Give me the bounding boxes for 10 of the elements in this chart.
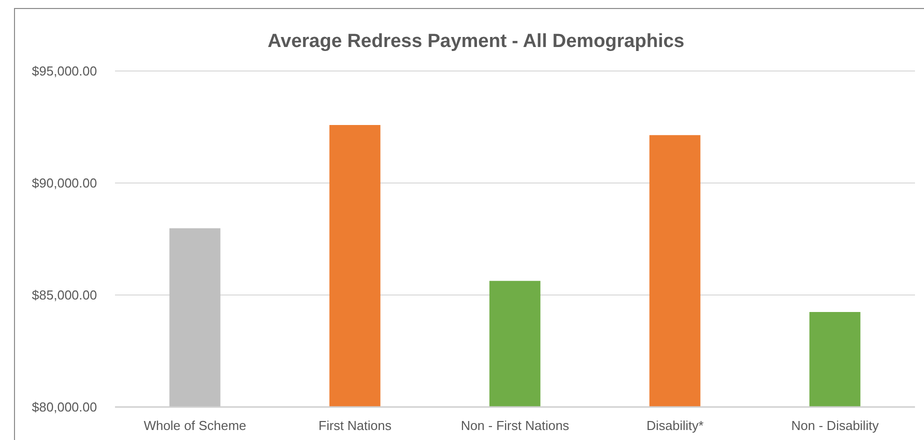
- y-tick-label: $90,000.00: [32, 176, 97, 191]
- x-tick-label: Non - First Nations: [460, 418, 570, 434]
- chart-title: Average Redress Payment - All Demographics: [266, 31, 686, 53]
- y-tick-label: $95,000.00: [32, 64, 97, 79]
- y-tick-label: $80,000.00: [32, 400, 97, 415]
- x-tick-label: Whole of Scheme: [144, 418, 246, 434]
- y-tick-label: $85,000.00: [32, 288, 97, 303]
- x-tick-label: First Nations: [318, 418, 392, 434]
- x-tick-label: Non - Disability: [791, 418, 880, 434]
- x-tick-label: Disability*: [646, 418, 704, 434]
